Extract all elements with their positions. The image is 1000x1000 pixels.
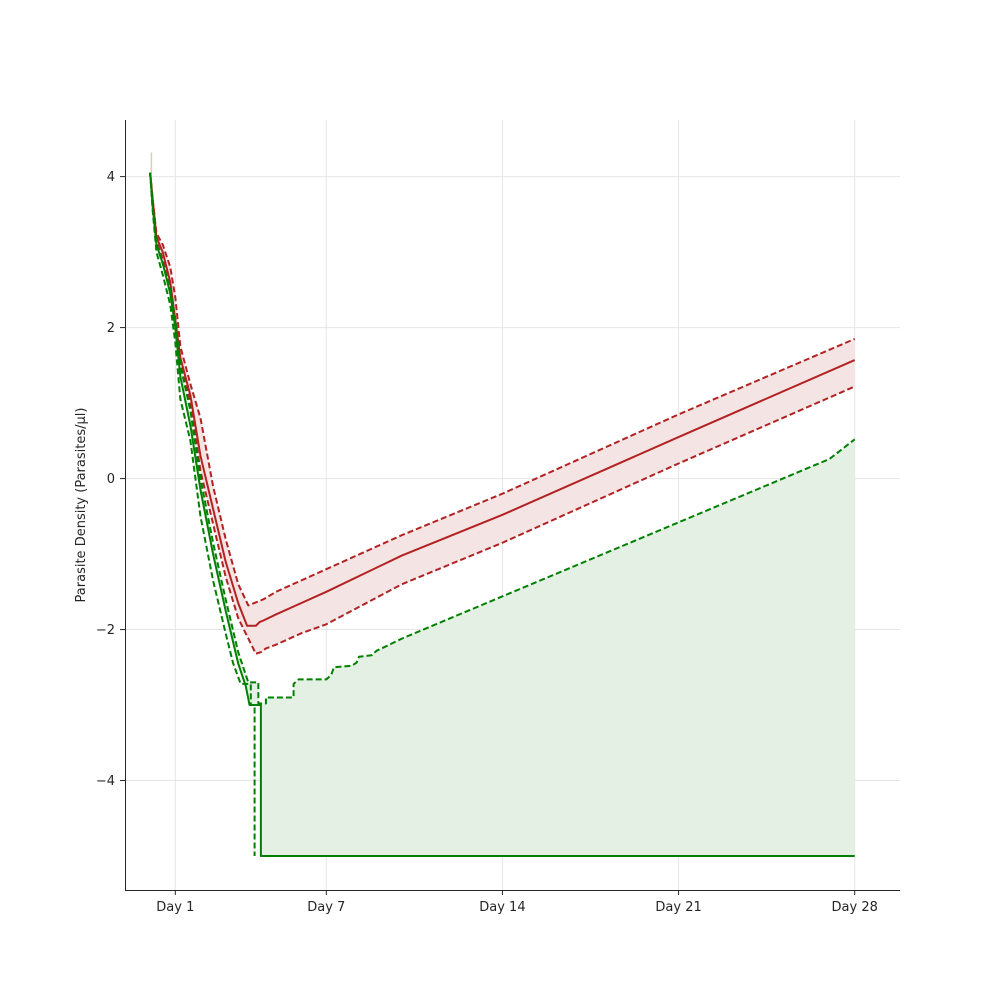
green-lower-line [149, 172, 256, 857]
x-tick-label: Day 14 [479, 900, 525, 915]
x-tick-label: Day 7 [307, 900, 345, 915]
red-median-line [149, 172, 856, 627]
y-tick-label: 0 [107, 472, 115, 487]
green-median-line [149, 172, 855, 858]
green-upper-line [149, 172, 856, 705]
red-interval-band [150, 172, 855, 654]
tick-marks-and-labels: Day 1 Day 7 Day 14 Day 21 Day 28 4 2 0 −2 −4 [96, 170, 878, 915]
x-tick-label: Day 21 [655, 900, 701, 915]
green-interval-band [150, 172, 855, 857]
x-tick-label: Day 28 [832, 900, 878, 915]
axes [125, 120, 900, 891]
y-tick-label: 4 [107, 170, 115, 185]
y-axis-title: Parasite Density (Parasites/µl) [74, 408, 89, 603]
x-tick-label: Day 1 [156, 900, 194, 915]
y-tick-label: −4 [96, 774, 115, 789]
y-tick-label: −2 [96, 623, 115, 638]
red-upper-line [149, 172, 856, 607]
series-lines [149, 152, 856, 858]
confidence-bands [150, 172, 855, 857]
y-tick-label: 2 [107, 321, 115, 336]
